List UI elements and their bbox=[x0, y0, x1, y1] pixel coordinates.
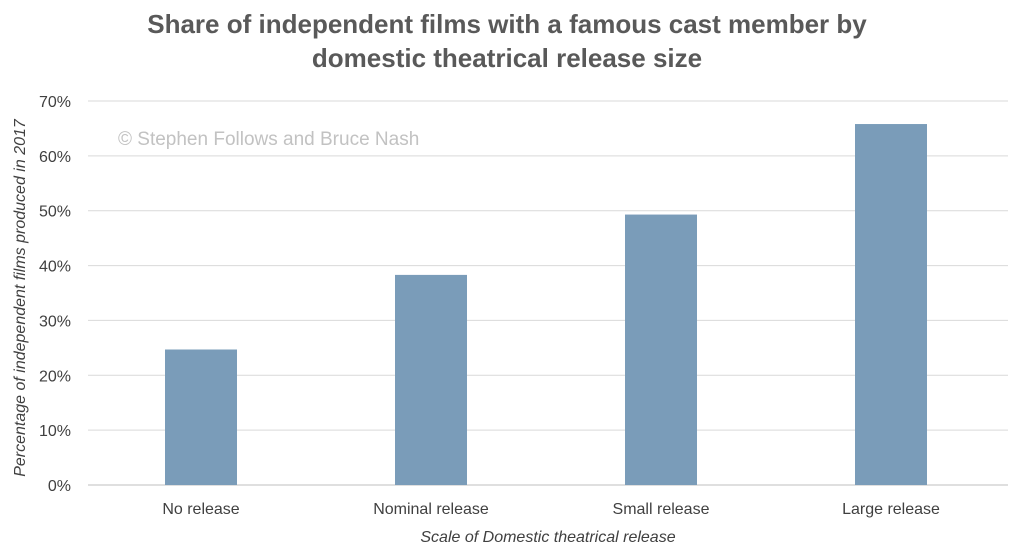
y-axis-ticks: 0% 10% 20% 30% 40% 50% 60% 70% bbox=[39, 94, 71, 495]
bar-small-release bbox=[625, 214, 697, 485]
y-tick-label: 0% bbox=[48, 478, 71, 495]
x-tick-label: Nominal release bbox=[373, 501, 489, 518]
bar-no-release bbox=[165, 349, 237, 485]
x-axis-label: Scale of Domestic theatrical release bbox=[420, 529, 675, 546]
y-tick-label: 50% bbox=[39, 204, 71, 221]
gridlines bbox=[88, 100, 1008, 486]
bar-large-release bbox=[855, 124, 927, 485]
y-tick-label: 60% bbox=[39, 149, 71, 166]
x-tick-label: Small release bbox=[613, 501, 710, 518]
x-axis-ticks: No release Nominal release Small release La… bbox=[162, 501, 940, 518]
y-axis-label: Percentage of independent films produced… bbox=[12, 118, 29, 477]
y-tick-label: 30% bbox=[39, 313, 71, 330]
chart-title-line-2: domestic theatrical release size bbox=[312, 43, 702, 73]
bar-nominal-release bbox=[395, 274, 467, 485]
x-tick-label: Large release bbox=[842, 501, 940, 518]
y-tick-label: 40% bbox=[39, 259, 71, 276]
y-tick-label: 20% bbox=[39, 368, 71, 385]
bars bbox=[165, 124, 927, 485]
chart-title-line-1: Share of independent films with a famous… bbox=[147, 9, 867, 39]
copyright-watermark: © Stephen Follows and Bruce Nash bbox=[118, 129, 419, 150]
x-tick-label: No release bbox=[162, 501, 239, 518]
y-tick-label: 10% bbox=[39, 423, 71, 440]
y-tick-label: 70% bbox=[39, 94, 71, 111]
